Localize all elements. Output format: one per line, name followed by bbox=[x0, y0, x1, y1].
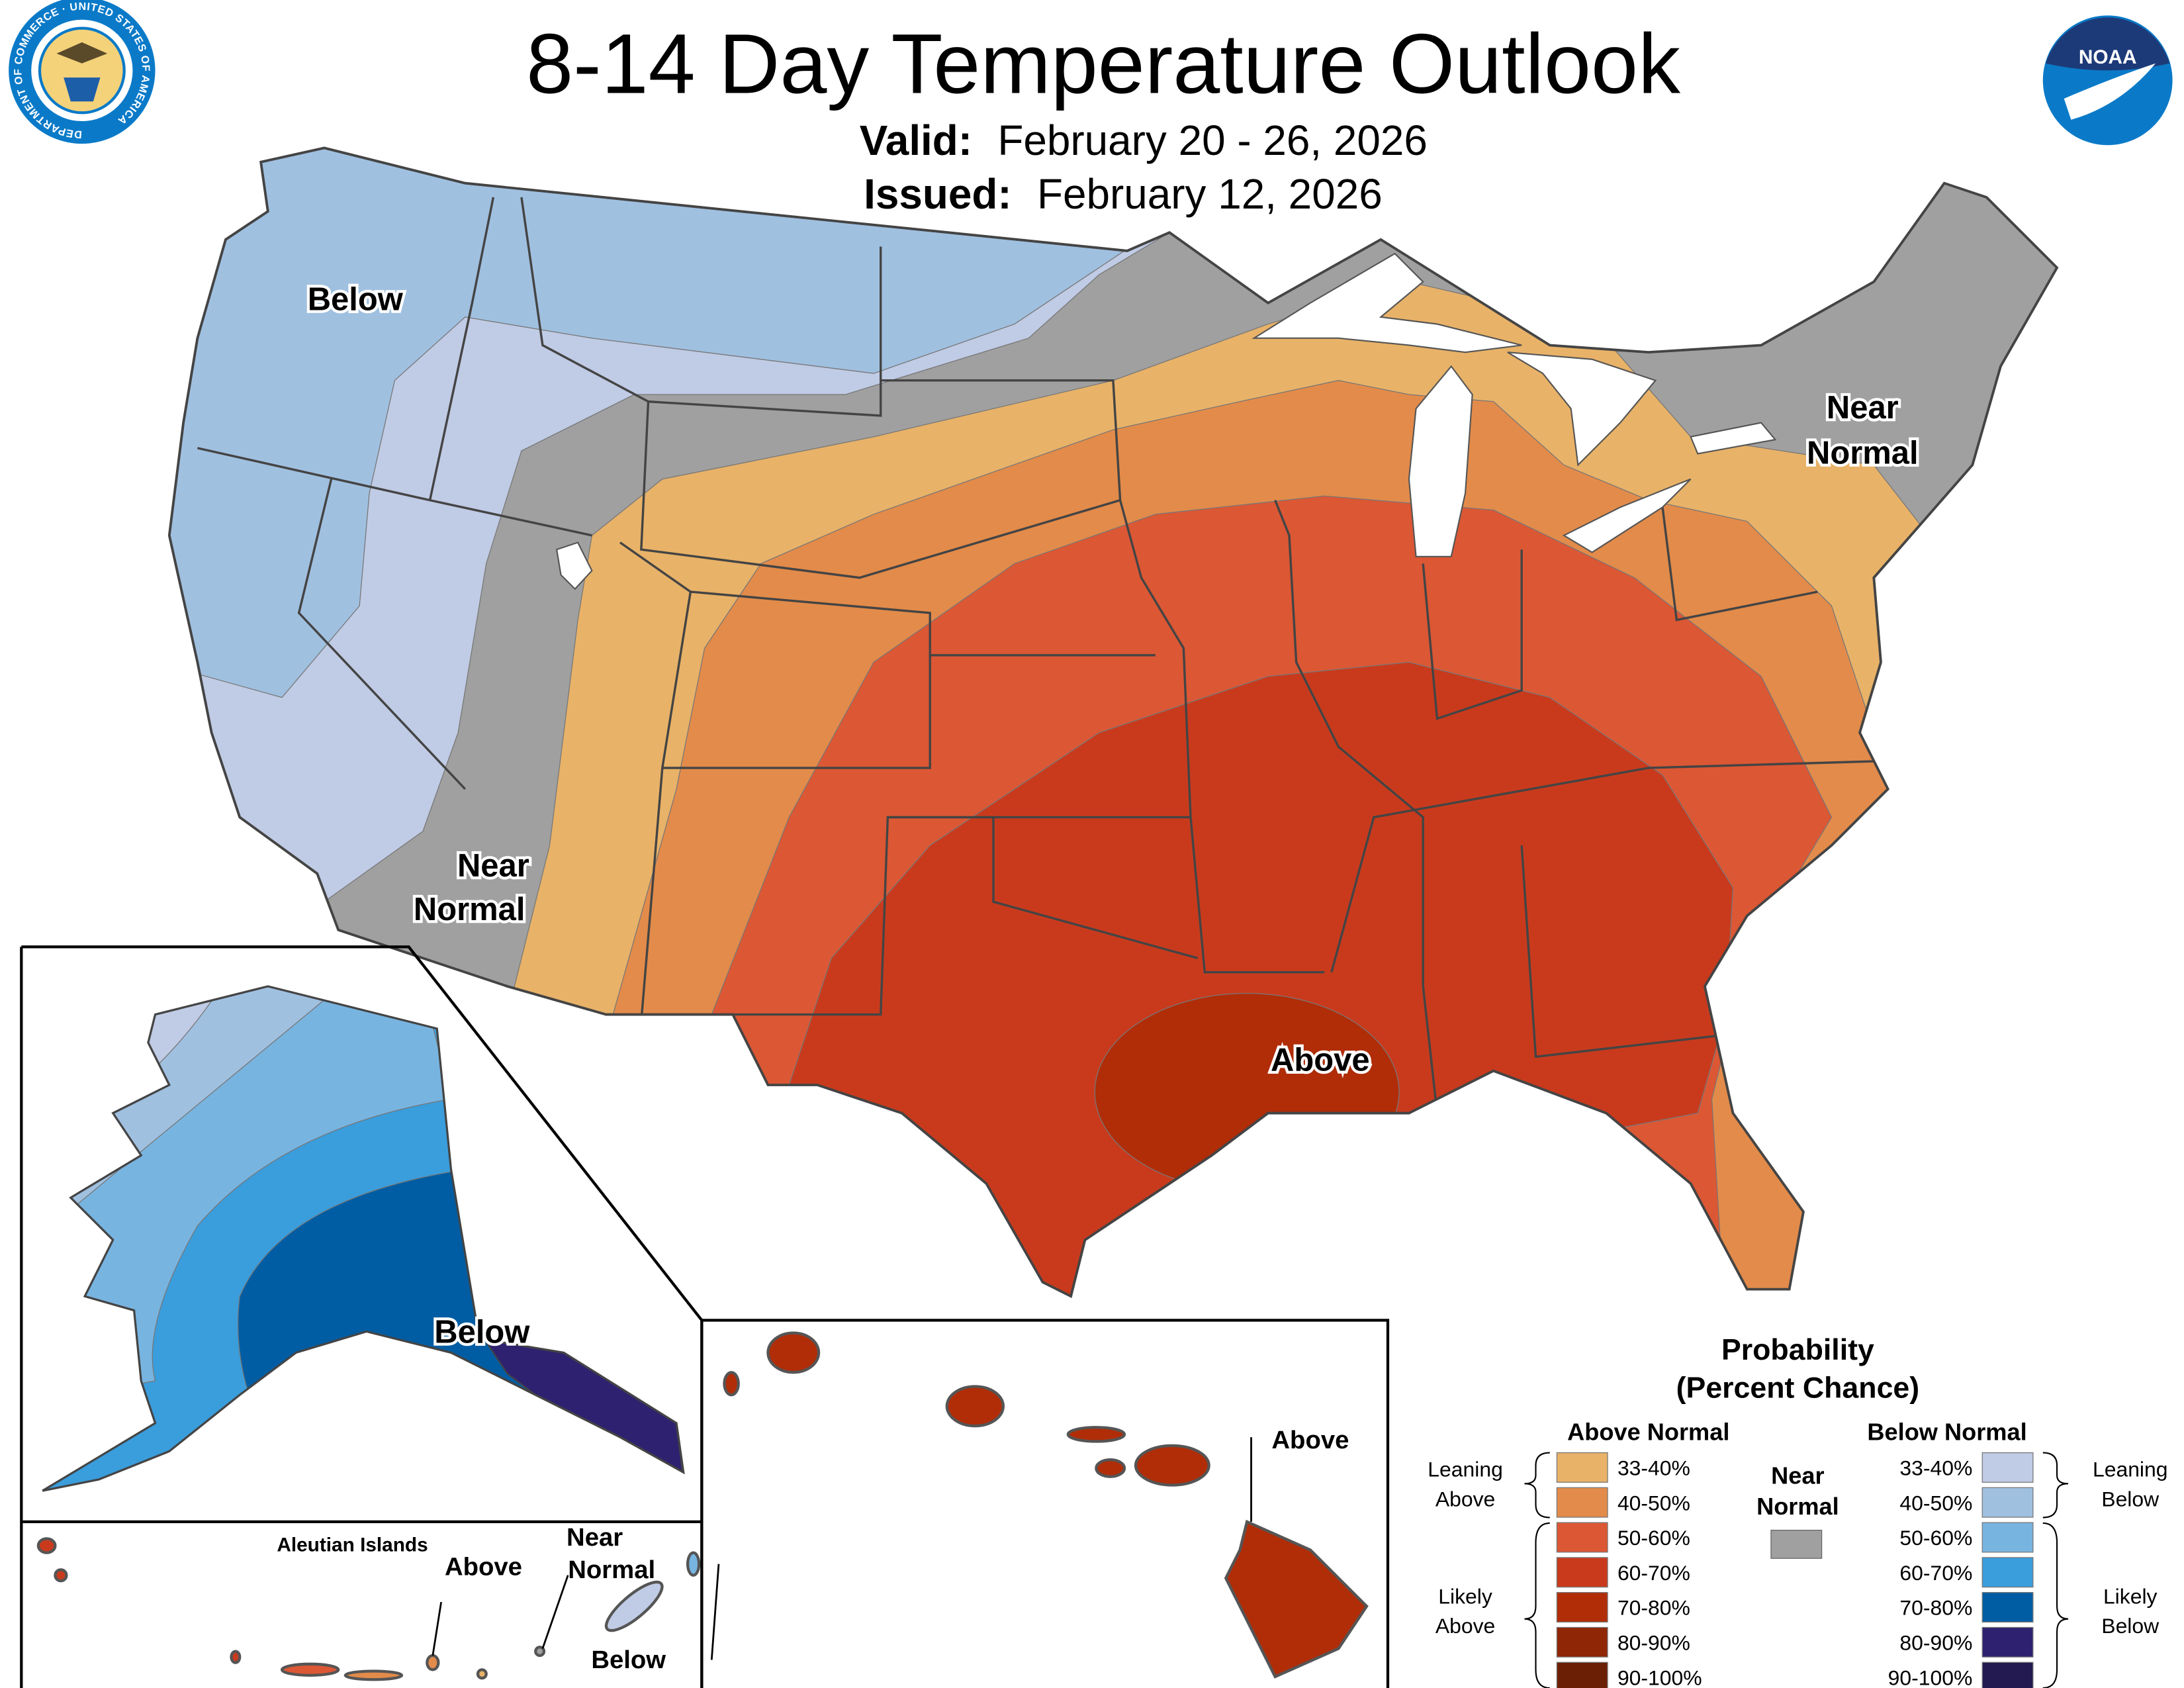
alaska-map bbox=[42, 986, 684, 1491]
state-borders bbox=[197, 197, 1888, 1113]
department-of-commerce-seal: DEPARTMENT OF COMMERCE · UNITED STATES O… bbox=[9, 0, 156, 144]
label-aleutian-near-2: Normal bbox=[568, 1556, 655, 1584]
legend-range-below: 33-40% bbox=[1899, 1456, 1972, 1480]
legend: Probability (Percent Chance) Above Norma… bbox=[1428, 1334, 2168, 1688]
legend-braces bbox=[1524, 1452, 2069, 1688]
lake-erie bbox=[1562, 478, 1692, 553]
label-aleutian-below: Below bbox=[591, 1646, 666, 1674]
legend-swatch-above bbox=[1556, 1522, 1608, 1553]
valid-label: Valid: bbox=[860, 117, 972, 164]
legend-range-above: 80-90% bbox=[1617, 1631, 1690, 1655]
legend-likely-above-1: Likely bbox=[1438, 1584, 1492, 1608]
legend-likely-above-2: Above bbox=[1435, 1614, 1495, 1638]
label-alaska-below: Below bbox=[434, 1315, 530, 1350]
hawaii-map bbox=[723, 1331, 1369, 1679]
lake-superior bbox=[1251, 252, 1522, 353]
label-aleutian-title: Aleutian Islands bbox=[277, 1534, 428, 1556]
legend-leaning-above-2: Above bbox=[1435, 1487, 1495, 1511]
legend-swatch-above bbox=[1556, 1662, 1608, 1688]
legend-range-below: 50-60% bbox=[1899, 1526, 1972, 1550]
aleutian-leader-lines bbox=[432, 1564, 720, 1660]
legend-below-header: Below Normal bbox=[1867, 1418, 2026, 1445]
label-conus-above: Above bbox=[1271, 1043, 1370, 1078]
legend-range-above: 33-40% bbox=[1617, 1456, 1690, 1480]
great-lakes bbox=[555, 252, 1777, 590]
legend-range-below: 40-50% bbox=[1899, 1491, 1972, 1515]
legend-likely-below-2: Below bbox=[2101, 1614, 2160, 1638]
great-salt-lake bbox=[555, 541, 593, 590]
legend-title-1: Probability bbox=[1721, 1334, 1874, 1366]
alaska-outline bbox=[42, 985, 685, 1492]
legend-range-above: 70-80% bbox=[1617, 1596, 1690, 1620]
legend-swatch-below bbox=[1981, 1522, 2034, 1553]
noaa-logo-text: NOAA bbox=[2079, 46, 2137, 68]
legend-swatch-below bbox=[1981, 1626, 2034, 1658]
legend-swatch-above bbox=[1556, 1557, 1608, 1588]
label-conus-near-west-1: Near bbox=[457, 848, 529, 884]
lake-ontario bbox=[1690, 422, 1777, 455]
aleutian-islands bbox=[36, 1537, 701, 1681]
issued-label: Issued: bbox=[864, 170, 1012, 218]
band-above-70-80 bbox=[1094, 992, 1400, 1192]
label-conus-near-ne-1: Near bbox=[1827, 390, 1899, 426]
legend-near-2: Normal bbox=[1756, 1493, 1839, 1520]
legend-near-swatch bbox=[1770, 1529, 1823, 1559]
legend-title-2: (Percent Chance) bbox=[1676, 1372, 1920, 1405]
page-title: 8-14 Day Temperature Outlook bbox=[526, 17, 1681, 111]
issued-value: February 12, 2026 bbox=[1037, 170, 1383, 218]
legend-leaning-below-2: Below bbox=[2101, 1487, 2160, 1511]
legend-swatch-below bbox=[1981, 1662, 2034, 1688]
legend-range-below: 60-70% bbox=[1899, 1561, 1972, 1585]
legend-swatch-below bbox=[1981, 1452, 2034, 1483]
legend-range-above: 90-100% bbox=[1617, 1665, 1702, 1688]
label-conus-near-ne-2: Normal bbox=[1807, 435, 1919, 471]
legend-leaning-above-1: Leaning bbox=[1428, 1458, 1503, 1481]
hawaii-inset-frame bbox=[700, 1319, 1390, 1688]
legend-swatch-below bbox=[1981, 1487, 2034, 1518]
conus-outline bbox=[167, 146, 2059, 1299]
lake-huron bbox=[1507, 352, 1657, 467]
legend-swatch-above bbox=[1556, 1487, 1608, 1518]
legend-below-items: 33-40% 40-50% 50-60% 60-70% 70-80% 80-90% 90-1… bbox=[1888, 1452, 2034, 1688]
legend-swatch-above bbox=[1556, 1452, 1608, 1483]
label-conus-near-west-2: Normal bbox=[414, 892, 525, 927]
label-conus-below: Below bbox=[308, 281, 404, 317]
legend-near-1: Near bbox=[1771, 1462, 1824, 1489]
legend-likely-below-1: Likely bbox=[2103, 1584, 2158, 1608]
legend-range-above: 60-70% bbox=[1617, 1561, 1690, 1585]
label-hawaii-above: Above bbox=[1271, 1426, 1349, 1454]
legend-range-below: 80-90% bbox=[1899, 1631, 1972, 1655]
legend-swatch-below bbox=[1981, 1557, 2034, 1588]
legend-leaning-below-1: Leaning bbox=[2093, 1458, 2168, 1481]
legend-above-items: 33-40% 40-50% 50-60% 60-70% 70-80% 80-90% 90-1… bbox=[1556, 1452, 1702, 1688]
legend-above-header: Above Normal bbox=[1567, 1418, 1729, 1445]
legend-range-above: 50-60% bbox=[1617, 1526, 1690, 1550]
legend-range-below: 90-100% bbox=[1888, 1665, 1973, 1688]
valid-value: February 20 - 26, 2026 bbox=[997, 117, 1427, 164]
legend-swatch-above bbox=[1556, 1592, 1608, 1623]
label-aleutian-near-1: Near bbox=[567, 1523, 623, 1552]
lake-michigan bbox=[1408, 365, 1473, 557]
noaa-logo: NOAA bbox=[2042, 15, 2173, 146]
legend-swatch-above bbox=[1556, 1626, 1608, 1658]
legend-range-below: 70-80% bbox=[1899, 1596, 1972, 1620]
label-aleutian-above: Above bbox=[445, 1553, 522, 1581]
legend-range-above: 40-50% bbox=[1617, 1491, 1690, 1515]
legend-swatch-below bbox=[1981, 1592, 2034, 1623]
